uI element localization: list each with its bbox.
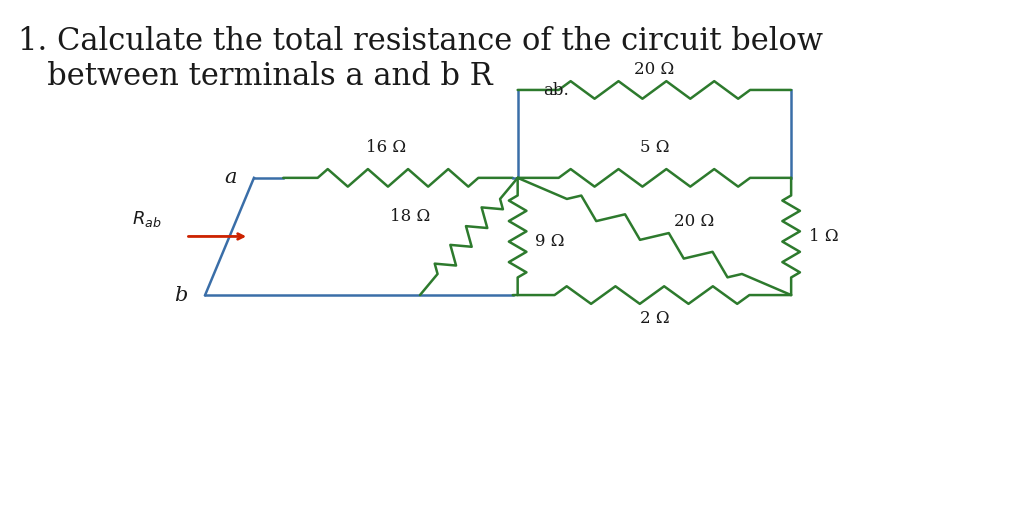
- Text: 5 Ω: 5 Ω: [640, 140, 669, 156]
- Text: b: b: [174, 286, 187, 305]
- Text: 9 Ω: 9 Ω: [535, 233, 565, 250]
- Text: 2 Ω: 2 Ω: [640, 310, 669, 327]
- Text: 20 Ω: 20 Ω: [634, 61, 675, 78]
- Text: 16 Ω: 16 Ω: [365, 140, 405, 156]
- Text: between terminals a and b R: between terminals a and b R: [17, 61, 492, 91]
- Text: 1 Ω: 1 Ω: [809, 228, 839, 245]
- Text: $R_{ab}$: $R_{ab}$: [132, 208, 162, 228]
- Text: 20 Ω: 20 Ω: [674, 213, 714, 230]
- Text: a: a: [224, 168, 237, 188]
- Text: 1. Calculate the total resistance of the circuit below: 1. Calculate the total resistance of the…: [17, 27, 822, 57]
- Text: 18 Ω: 18 Ω: [390, 208, 430, 225]
- Text: ab.: ab.: [543, 82, 569, 99]
